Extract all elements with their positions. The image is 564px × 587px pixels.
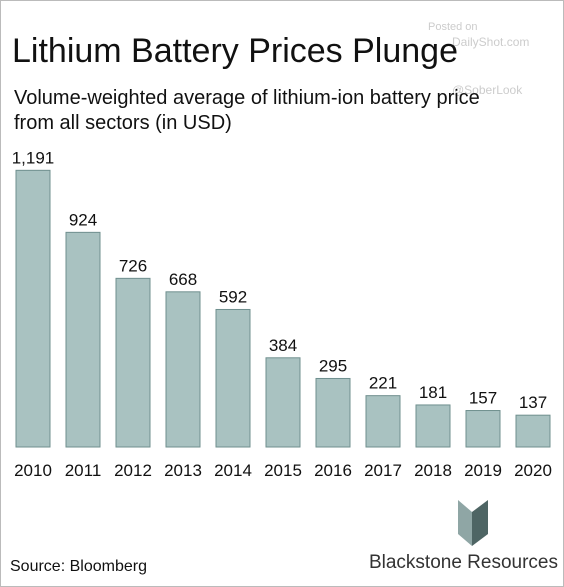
value-label: 137 [519, 393, 547, 412]
x-tick-label: 2018 [414, 461, 452, 480]
bar [65, 231, 101, 448]
bar [115, 277, 151, 448]
value-label: 924 [69, 210, 97, 229]
watermark: @SoberLook [452, 83, 523, 97]
chart-subtitle: Volume-weighted average of lithium-ion b… [14, 87, 480, 109]
x-tick-label: 2014 [214, 461, 252, 480]
watermark: Posted on [428, 21, 478, 33]
value-label: 384 [269, 336, 297, 355]
brand: Blackstone Resources [369, 552, 558, 573]
value-label: 157 [469, 389, 497, 408]
value-label: 668 [169, 270, 197, 289]
bar [215, 308, 251, 448]
value-label: 1,191 [12, 148, 55, 167]
watermark: DailyShot.com [452, 35, 529, 49]
bar [165, 291, 201, 448]
x-tick-label: 2017 [364, 461, 402, 480]
bar [515, 414, 551, 448]
bar [265, 357, 301, 448]
chart-title: Lithium Battery Prices Plunge [12, 32, 458, 70]
bar [465, 410, 501, 448]
bar [415, 404, 451, 448]
value-label: 221 [369, 374, 397, 393]
x-tick-label: 2015 [264, 461, 302, 480]
logo [458, 500, 488, 546]
x-tick-label: 2019 [464, 461, 502, 480]
x-tick-label: 2010 [14, 461, 52, 480]
bar [365, 395, 401, 448]
bar [15, 169, 51, 448]
x-tick-label: 2011 [65, 461, 102, 480]
value-label: 726 [119, 256, 147, 275]
bar [315, 377, 351, 448]
x-tick-label: 2012 [114, 461, 152, 480]
value-label: 592 [219, 287, 247, 306]
x-tick-label: 2020 [514, 461, 552, 480]
chart-subtitle: from all sectors (in USD) [14, 112, 232, 134]
x-tick-label: 2013 [164, 461, 202, 480]
value-label: 295 [319, 356, 347, 375]
value-label: 181 [419, 383, 447, 402]
x-tick-label: 2016 [314, 461, 352, 480]
source: Source: Bloomberg [10, 558, 147, 575]
